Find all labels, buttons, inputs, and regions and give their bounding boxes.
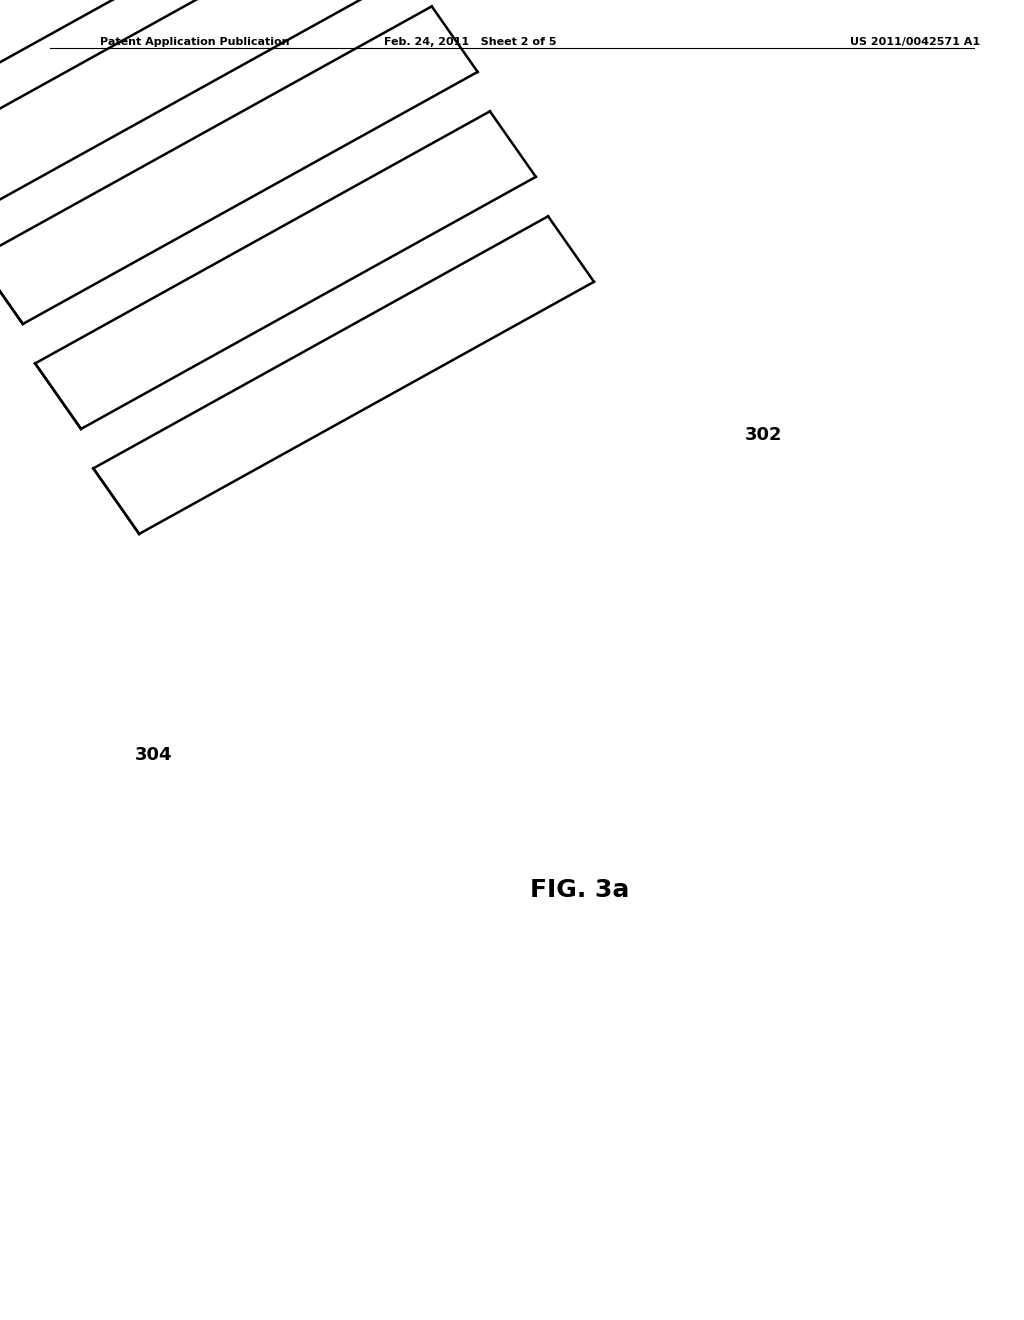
Text: Patent Application Publication: Patent Application Publication [100, 37, 290, 48]
Text: 302: 302 [745, 426, 782, 444]
Text: Feb. 24, 2011   Sheet 2 of 5: Feb. 24, 2011 Sheet 2 of 5 [384, 37, 556, 48]
Text: US 2011/0042571 A1: US 2011/0042571 A1 [850, 37, 980, 48]
Text: FIG. 3a: FIG. 3a [530, 878, 630, 902]
Text: 304: 304 [135, 746, 172, 764]
